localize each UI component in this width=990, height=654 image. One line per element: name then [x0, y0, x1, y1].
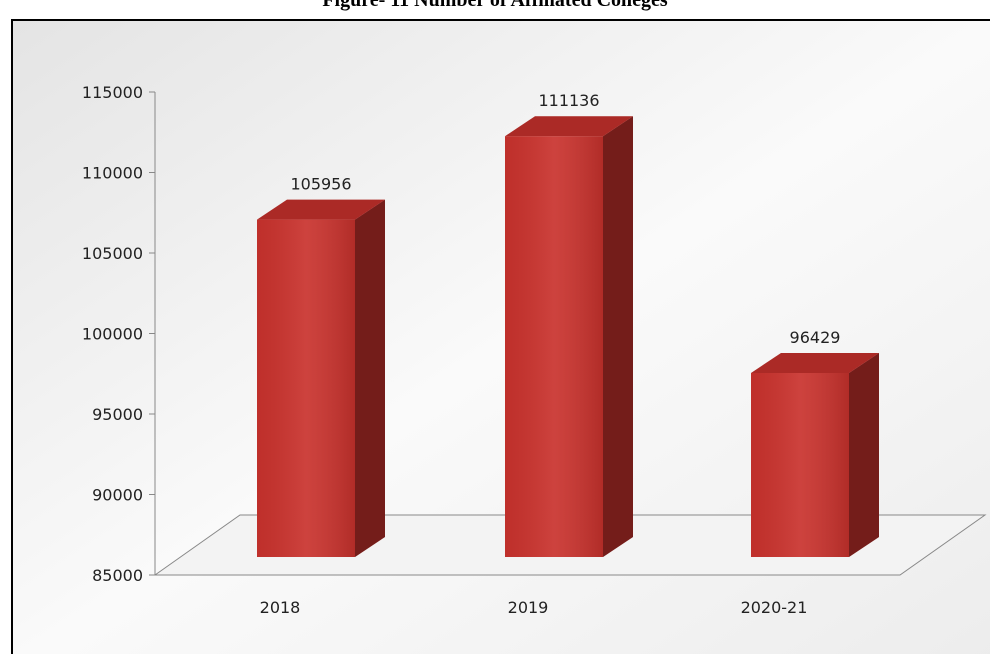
- bar: [257, 199, 385, 557]
- x-tick-label: 2020-21: [741, 598, 808, 617]
- bar: [751, 352, 879, 557]
- y-tick-label: 105000: [82, 244, 143, 263]
- y-tick-label: 100000: [82, 325, 143, 344]
- chart-title: Figure- 11 Number of Affiliated Colleges: [322, 0, 668, 11]
- bar: [505, 116, 633, 558]
- y-tick-label: 85000: [92, 566, 143, 585]
- y-tick-label: 110000: [82, 164, 143, 183]
- y-tick-label: 115000: [82, 83, 143, 102]
- y-tick-label: 90000: [92, 486, 143, 505]
- x-tick-label: 2019: [508, 598, 549, 617]
- value-label: 105956: [290, 175, 351, 194]
- y-tick-label: 95000: [92, 405, 143, 424]
- value-label: 111136: [538, 91, 599, 110]
- x-tick-label: 2018: [260, 598, 301, 617]
- value-label: 96429: [790, 328, 841, 347]
